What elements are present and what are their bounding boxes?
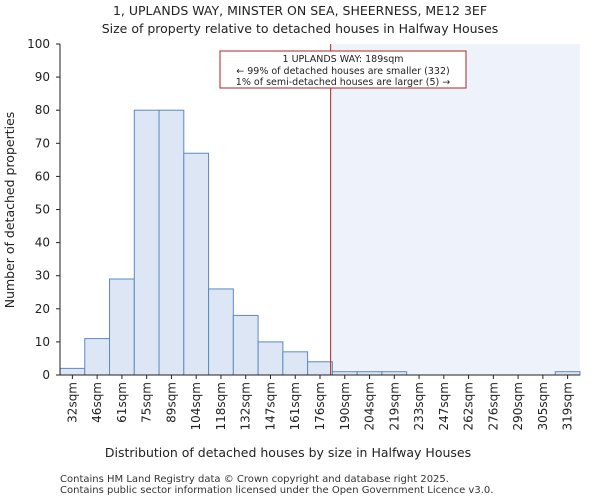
x-tick-label-75sqm: 75sqm: [140, 382, 154, 423]
x-tick-label-32sqm: 32sqm: [65, 382, 79, 423]
x-tick-label-147sqm: 147sqm: [263, 382, 277, 430]
x-ticks-group: 32sqm 46sqm 61sqm 75sqm 89sqm 104sqm 118sqm 132…: [65, 375, 575, 430]
x-tick-label-276sqm: 276sqm: [486, 382, 500, 430]
x-axis-label: Distribution of detached houses by size …: [105, 445, 471, 460]
y-tick-label-50: 50: [35, 203, 50, 217]
x-tick-label-190sqm: 190sqm: [338, 382, 352, 430]
x-tick-label-319sqm: 319sqm: [561, 382, 575, 430]
chart-title: 1, UPLANDS WAY, MINSTER ON SEA, SHEERNES…: [113, 3, 487, 18]
y-tick-label-0: 0: [42, 368, 50, 382]
footer-line-2: Contains public sector information licen…: [60, 485, 493, 496]
x-tick-label-247sqm: 247sqm: [437, 382, 451, 430]
chart-subtitle: Size of property relative to detached ho…: [102, 21, 499, 36]
bar-75sqm: [133, 109, 160, 376]
y-tick-label-60: 60: [35, 169, 50, 183]
annotation-line-2: ← 99% of detached houses are smaller (33…: [236, 66, 449, 77]
x-tick-label-219sqm: 219sqm: [387, 382, 401, 430]
y-axis-label: Number of detached properties: [2, 112, 17, 309]
x-tick-label-161sqm: 161sqm: [288, 382, 302, 430]
x-tick-label-132sqm: 132sqm: [239, 382, 253, 430]
x-tick-label-233sqm: 233sqm: [412, 382, 426, 430]
x-tick-label-118sqm: 118sqm: [214, 382, 228, 430]
bar-61sqm: [109, 278, 135, 376]
bar-89sqm: [158, 109, 185, 376]
x-tick-label-262sqm: 262sqm: [462, 382, 476, 430]
x-tick-label-290sqm: 290sqm: [511, 382, 525, 430]
bars-group: [59, 109, 581, 376]
x-tick-label-305sqm: 305sqm: [536, 382, 550, 430]
bar-104sqm: [183, 152, 210, 376]
annotation-line-3: 1% of semi-detached houses are larger (5…: [236, 77, 450, 88]
annotation-box: 1 UPLANDS WAY: 189sqm ← 99% of detached …: [219, 50, 467, 89]
y-ticks-group: 0 10 20 30 40 50 60 70 80 90 100: [27, 37, 60, 382]
bar-132sqm: [232, 314, 259, 376]
x-tick-label-89sqm: 89sqm: [164, 382, 178, 423]
x-tick-label-204sqm: 204sqm: [363, 382, 377, 430]
bar-46sqm: [84, 338, 111, 376]
x-tick-label-104sqm: 104sqm: [189, 382, 203, 430]
y-tick-label-40: 40: [35, 236, 50, 250]
x-tick-label-176sqm: 176sqm: [313, 382, 327, 430]
larger-region-shade: [330, 44, 580, 375]
y-tick-label-10: 10: [35, 335, 50, 349]
y-tick-label-80: 80: [35, 103, 50, 117]
y-tick-label-100: 100: [27, 37, 50, 51]
annotation-line-1: 1 UPLANDS WAY: 189sqm: [283, 54, 404, 65]
y-tick-label-30: 30: [35, 269, 50, 283]
y-tick-label-20: 20: [35, 302, 50, 316]
bar-176sqm: [307, 361, 333, 376]
bar-32sqm: [59, 367, 86, 376]
x-tick-label-46sqm: 46sqm: [90, 382, 104, 423]
bar-118sqm: [208, 288, 234, 376]
annotation-border: [219, 50, 467, 89]
y-tick-label-70: 70: [35, 136, 50, 150]
x-tick-label-61sqm: 61sqm: [115, 382, 129, 423]
footer-line-1: Contains HM Land Registry data © Crown c…: [60, 474, 449, 485]
bar-161sqm: [282, 351, 309, 376]
bar-147sqm: [257, 341, 284, 376]
y-tick-label-90: 90: [35, 70, 50, 84]
